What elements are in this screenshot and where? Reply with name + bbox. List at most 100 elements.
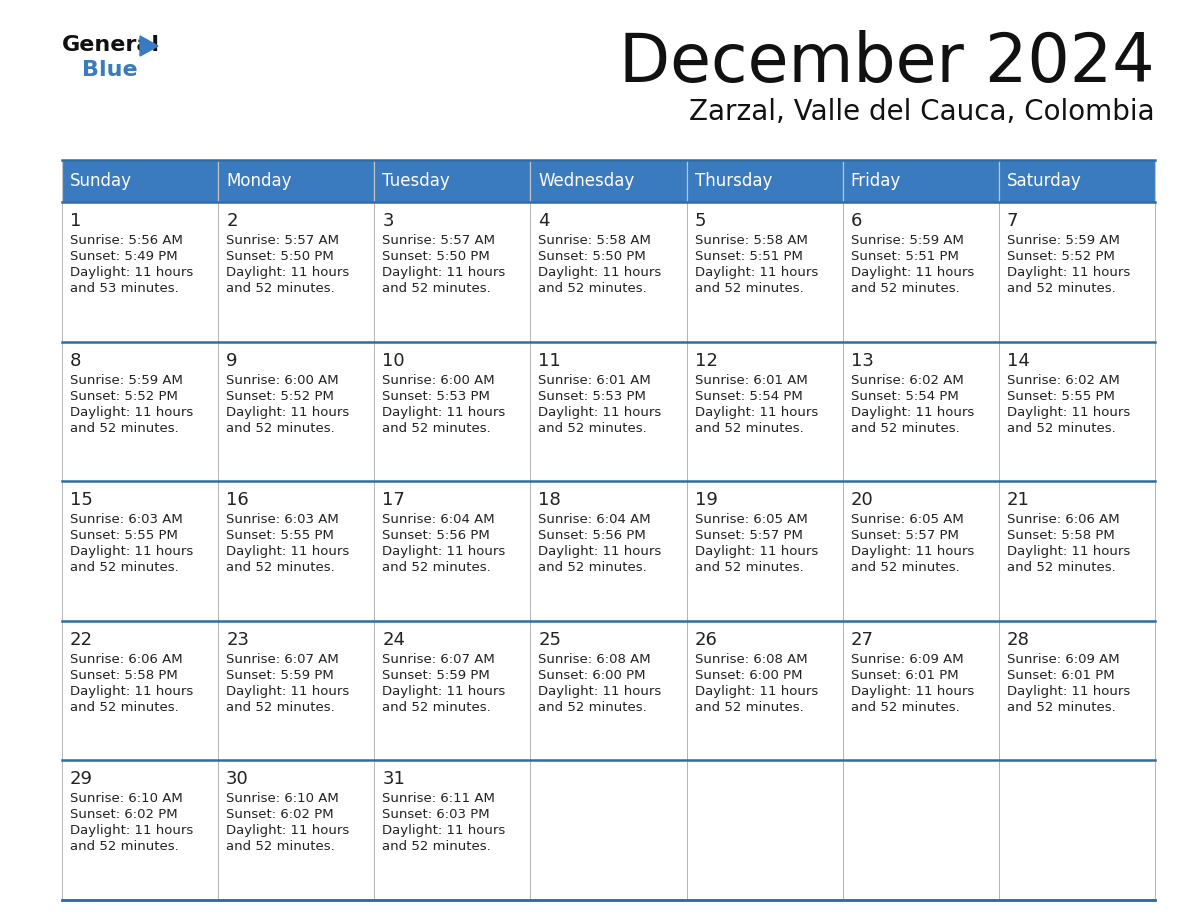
Text: Zarzal, Valle del Cauca, Colombia: Zarzal, Valle del Cauca, Colombia <box>689 98 1155 126</box>
Text: 23: 23 <box>226 631 249 649</box>
Text: 19: 19 <box>695 491 718 509</box>
Bar <box>219 621 374 760</box>
Text: Daylight: 11 hours: Daylight: 11 hours <box>851 685 974 698</box>
Text: Sunset: 5:58 PM: Sunset: 5:58 PM <box>1007 529 1114 543</box>
Text: Monday: Monday <box>226 172 291 190</box>
Bar <box>842 481 999 621</box>
Text: Sunset: 5:53 PM: Sunset: 5:53 PM <box>383 389 491 403</box>
Text: Daylight: 11 hours: Daylight: 11 hours <box>70 406 194 419</box>
Text: and 52 minutes.: and 52 minutes. <box>538 421 647 434</box>
Text: 17: 17 <box>383 491 405 509</box>
Text: 13: 13 <box>851 352 873 370</box>
Text: and 52 minutes.: and 52 minutes. <box>851 282 960 295</box>
Text: and 52 minutes.: and 52 minutes. <box>851 421 960 434</box>
Text: Daylight: 11 hours: Daylight: 11 hours <box>695 545 817 558</box>
Text: 20: 20 <box>851 491 873 509</box>
Text: Sunset: 5:55 PM: Sunset: 5:55 PM <box>1007 389 1114 403</box>
Bar <box>62 621 219 760</box>
Text: and 52 minutes.: and 52 minutes. <box>226 421 335 434</box>
Text: Sunrise: 6:03 AM: Sunrise: 6:03 AM <box>70 513 183 526</box>
Text: Sunrise: 5:57 AM: Sunrise: 5:57 AM <box>226 234 339 247</box>
Text: Sunset: 5:56 PM: Sunset: 5:56 PM <box>538 529 646 543</box>
Text: and 52 minutes.: and 52 minutes. <box>226 561 335 574</box>
Text: and 52 minutes.: and 52 minutes. <box>226 282 335 295</box>
Text: Sunset: 5:59 PM: Sunset: 5:59 PM <box>226 669 334 682</box>
Text: Daylight: 11 hours: Daylight: 11 hours <box>851 545 974 558</box>
Text: and 52 minutes.: and 52 minutes. <box>383 840 491 854</box>
Text: 27: 27 <box>851 631 873 649</box>
Text: Sunrise: 6:06 AM: Sunrise: 6:06 AM <box>70 653 183 666</box>
Bar <box>999 481 1155 621</box>
Text: Sunrise: 6:04 AM: Sunrise: 6:04 AM <box>383 513 495 526</box>
Text: Sunrise: 6:09 AM: Sunrise: 6:09 AM <box>851 653 963 666</box>
Text: Sunrise: 5:59 AM: Sunrise: 5:59 AM <box>70 374 183 386</box>
Text: Sunset: 6:02 PM: Sunset: 6:02 PM <box>226 809 334 822</box>
Text: Sunrise: 6:05 AM: Sunrise: 6:05 AM <box>851 513 963 526</box>
Bar <box>219 160 374 202</box>
Text: Sunrise: 6:02 AM: Sunrise: 6:02 AM <box>851 374 963 386</box>
Text: Daylight: 11 hours: Daylight: 11 hours <box>383 824 506 837</box>
Text: Sunrise: 5:59 AM: Sunrise: 5:59 AM <box>1007 234 1120 247</box>
Text: Sunset: 5:52 PM: Sunset: 5:52 PM <box>1007 250 1114 263</box>
Text: Daylight: 11 hours: Daylight: 11 hours <box>538 406 662 419</box>
Bar <box>687 760 842 900</box>
Text: Daylight: 11 hours: Daylight: 11 hours <box>538 545 662 558</box>
Text: Daylight: 11 hours: Daylight: 11 hours <box>538 266 662 279</box>
Text: Daylight: 11 hours: Daylight: 11 hours <box>695 406 817 419</box>
Bar <box>219 481 374 621</box>
Text: Daylight: 11 hours: Daylight: 11 hours <box>383 545 506 558</box>
Text: and 52 minutes.: and 52 minutes. <box>383 700 491 714</box>
Text: Daylight: 11 hours: Daylight: 11 hours <box>538 685 662 698</box>
Text: Sunrise: 6:00 AM: Sunrise: 6:00 AM <box>226 374 339 386</box>
Text: 9: 9 <box>226 352 238 370</box>
Text: Sunset: 5:57 PM: Sunset: 5:57 PM <box>851 529 959 543</box>
Text: Daylight: 11 hours: Daylight: 11 hours <box>226 685 349 698</box>
Bar <box>530 341 687 481</box>
Text: Daylight: 11 hours: Daylight: 11 hours <box>851 406 974 419</box>
Text: Sunset: 6:03 PM: Sunset: 6:03 PM <box>383 809 489 822</box>
Text: 2: 2 <box>226 212 238 230</box>
Text: and 52 minutes.: and 52 minutes. <box>538 700 647 714</box>
Text: and 52 minutes.: and 52 minutes. <box>1007 282 1116 295</box>
Text: Daylight: 11 hours: Daylight: 11 hours <box>70 685 194 698</box>
Text: Sunset: 5:55 PM: Sunset: 5:55 PM <box>70 529 178 543</box>
Text: Sunset: 5:54 PM: Sunset: 5:54 PM <box>851 389 959 403</box>
Bar <box>62 202 219 341</box>
Text: Sunrise: 5:57 AM: Sunrise: 5:57 AM <box>383 234 495 247</box>
Text: Sunrise: 5:58 AM: Sunrise: 5:58 AM <box>695 234 808 247</box>
Bar <box>687 621 842 760</box>
Text: Sunset: 5:53 PM: Sunset: 5:53 PM <box>538 389 646 403</box>
Text: and 52 minutes.: and 52 minutes. <box>538 561 647 574</box>
Text: and 52 minutes.: and 52 minutes. <box>538 282 647 295</box>
Text: and 52 minutes.: and 52 minutes. <box>695 421 803 434</box>
Polygon shape <box>140 36 158 56</box>
Bar <box>219 341 374 481</box>
Text: Sunrise: 6:07 AM: Sunrise: 6:07 AM <box>383 653 495 666</box>
Bar <box>842 160 999 202</box>
Text: and 52 minutes.: and 52 minutes. <box>383 421 491 434</box>
Text: 18: 18 <box>538 491 561 509</box>
Text: Sunrise: 6:06 AM: Sunrise: 6:06 AM <box>1007 513 1119 526</box>
Text: Sunset: 5:51 PM: Sunset: 5:51 PM <box>851 250 959 263</box>
Bar <box>374 760 530 900</box>
Bar <box>842 341 999 481</box>
Text: Daylight: 11 hours: Daylight: 11 hours <box>1007 685 1130 698</box>
Text: Daylight: 11 hours: Daylight: 11 hours <box>1007 266 1130 279</box>
Text: Daylight: 11 hours: Daylight: 11 hours <box>851 266 974 279</box>
Text: Sunset: 5:50 PM: Sunset: 5:50 PM <box>226 250 334 263</box>
Text: Saturday: Saturday <box>1007 172 1081 190</box>
Bar <box>530 160 687 202</box>
Text: 30: 30 <box>226 770 249 789</box>
Text: Daylight: 11 hours: Daylight: 11 hours <box>226 824 349 837</box>
Text: 12: 12 <box>695 352 718 370</box>
Text: Daylight: 11 hours: Daylight: 11 hours <box>226 545 349 558</box>
Text: Daylight: 11 hours: Daylight: 11 hours <box>695 266 817 279</box>
Bar <box>219 202 374 341</box>
Text: and 52 minutes.: and 52 minutes. <box>70 421 178 434</box>
Text: 22: 22 <box>70 631 93 649</box>
Bar <box>999 760 1155 900</box>
Text: 8: 8 <box>70 352 81 370</box>
Text: Sunset: 5:58 PM: Sunset: 5:58 PM <box>70 669 178 682</box>
Text: Sunset: 5:57 PM: Sunset: 5:57 PM <box>695 529 802 543</box>
Text: Blue: Blue <box>82 60 138 80</box>
